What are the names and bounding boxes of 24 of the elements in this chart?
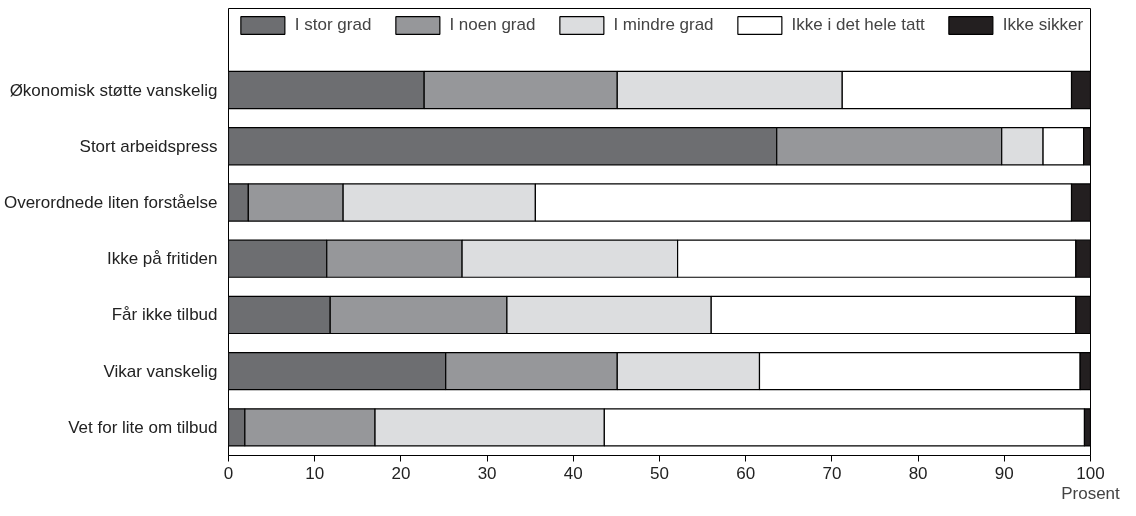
x-tick-label: 10 — [305, 463, 325, 483]
x-tick-label: 0 — [223, 463, 234, 483]
legend-label: I stor grad — [294, 15, 372, 35]
legend-label: I mindre grad — [613, 15, 714, 35]
y-tick-label: Ikke på fritiden — [106, 249, 218, 269]
y-tick-label: Overordnede liten forståelse — [3, 192, 218, 212]
x-tick-label: 90 — [994, 463, 1014, 483]
y-tick-label: Vet for lite om tilbud — [68, 417, 218, 437]
y-tick-label: Får ikke tilbud — [111, 305, 218, 325]
x-axis-title: Prosent — [1061, 483, 1121, 503]
legend-label: Ikke sikker — [1002, 15, 1084, 35]
x-tick-label: 60 — [736, 463, 756, 483]
y-tick-label: Vikar vanskelig — [103, 361, 218, 381]
x-tick-label: 30 — [477, 463, 497, 483]
x-tick-label: 50 — [650, 463, 669, 483]
x-tick-label: 80 — [908, 463, 928, 483]
y-tick-label: Økonomisk støtte vanskelig — [9, 80, 218, 100]
x-tick-label: 40 — [563, 463, 583, 483]
y-tick-label: Stort arbeidspress — [79, 136, 218, 156]
x-tick-label: 100 — [1076, 463, 1105, 483]
x-tick-label: 20 — [391, 463, 411, 483]
legend-label: I noen grad — [449, 15, 536, 35]
legend-label: Ikke i det hele tatt — [791, 15, 925, 35]
x-tick-label: 70 — [822, 463, 842, 483]
